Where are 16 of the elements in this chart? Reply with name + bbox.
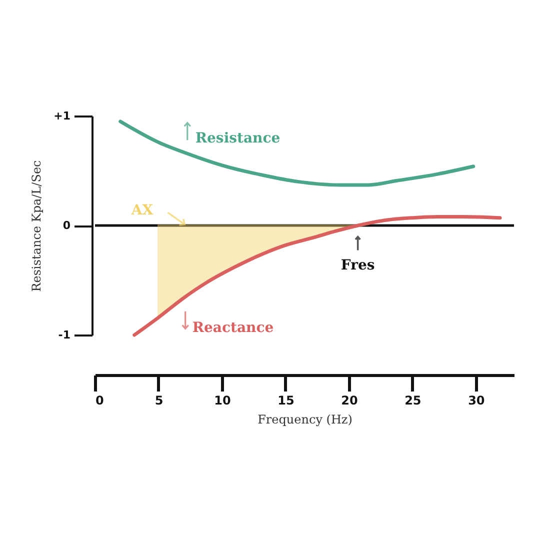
x-tick-label: 5 <box>154 394 164 408</box>
y-tick-label: +1 <box>54 110 70 122</box>
y-tick-label: -1 <box>58 328 70 342</box>
x-tick-label: 25 <box>404 394 422 408</box>
x-tick-label: 30 <box>468 394 485 408</box>
y-axis-title: Resistance Kpa/L/Sec <box>30 160 44 292</box>
legend-label: Reactance <box>192 320 274 336</box>
x-tick-label: 15 <box>278 394 294 408</box>
x-tick-label: 20 <box>341 394 358 408</box>
x-axis-title: Frequency (Hz) <box>258 412 352 426</box>
x-tick-label: 10 <box>214 394 231 408</box>
x-tick-label: 0 <box>96 394 104 408</box>
legend-label: Resistance <box>195 130 280 146</box>
y-tick-label: 0 <box>62 219 71 232</box>
annotation: AX <box>130 202 154 218</box>
annotation: Fres <box>340 258 375 274</box>
